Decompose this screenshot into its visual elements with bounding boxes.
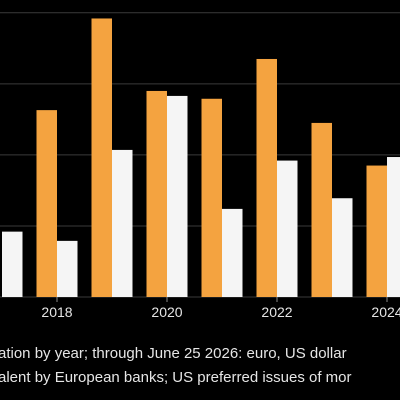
bar	[57, 240, 78, 297]
bar	[332, 198, 353, 297]
bar	[201, 98, 222, 298]
bars	[2, 18, 400, 298]
bar	[167, 95, 188, 297]
bar	[146, 90, 167, 298]
bar	[366, 165, 387, 297]
bar	[256, 58, 277, 298]
bar	[222, 208, 243, 297]
bar	[2, 231, 23, 297]
bar	[91, 18, 112, 297]
bar	[36, 110, 57, 297]
bar	[277, 160, 298, 297]
x-tick-label: 2018	[41, 304, 72, 320]
bar	[387, 157, 400, 297]
x-tick-label: 2024	[371, 304, 400, 320]
x-tick-label: 2020	[151, 304, 182, 320]
x-labels: 2018 2020 2022 2024	[41, 297, 400, 320]
footnote: ation by year; through June 25 2026: eur…	[0, 345, 347, 362]
bar	[311, 122, 332, 297]
x-tick-label: 2022	[261, 304, 292, 320]
bar	[112, 149, 133, 297]
footnote: alent by European banks; US preferred is…	[0, 369, 352, 386]
